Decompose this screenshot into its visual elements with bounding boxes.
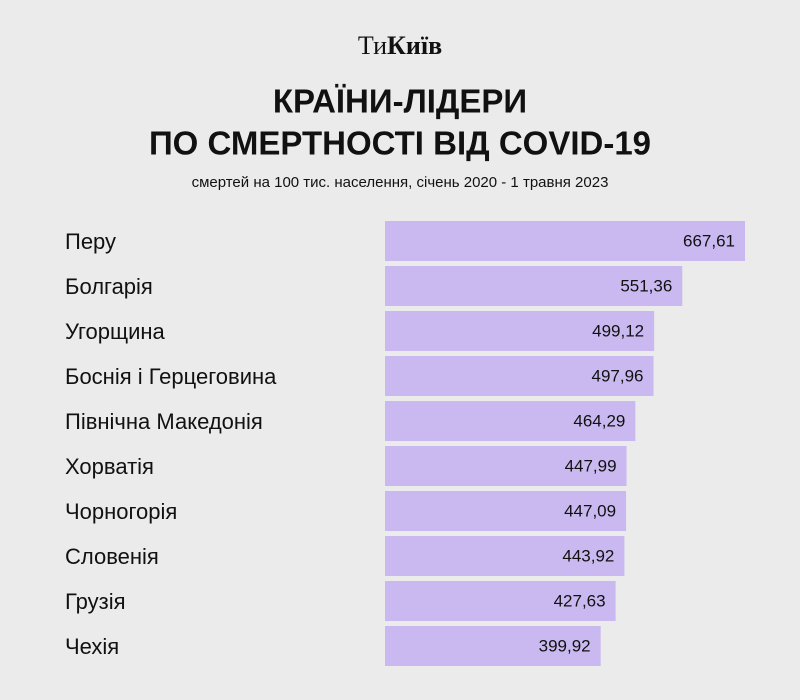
bar bbox=[385, 446, 627, 486]
category-label: Чехія bbox=[65, 634, 119, 659]
value-label: 551,36 bbox=[620, 276, 672, 295]
brand-bold: Київ bbox=[387, 31, 442, 60]
brand-logo: ТиКиїв bbox=[358, 31, 442, 60]
value-label: 464,29 bbox=[573, 411, 625, 430]
bar bbox=[385, 536, 625, 576]
category-label: Північна Македонія bbox=[65, 409, 263, 434]
category-label: Перу bbox=[65, 229, 116, 254]
bar bbox=[385, 311, 655, 351]
category-label: Чорногорія bbox=[65, 499, 177, 524]
value-label: 497,96 bbox=[592, 366, 644, 385]
bar bbox=[385, 626, 601, 666]
value-label: 399,92 bbox=[539, 636, 591, 655]
category-label: Боснія і Герцеговина bbox=[65, 364, 277, 389]
bar bbox=[385, 491, 627, 531]
bar bbox=[385, 581, 616, 621]
brand-light: Ти bbox=[358, 31, 387, 60]
category-label: Болгарія bbox=[65, 274, 153, 299]
bar bbox=[385, 221, 745, 261]
category-label: Словенія bbox=[65, 544, 159, 569]
value-label: 447,09 bbox=[564, 501, 616, 520]
value-label: 427,63 bbox=[554, 591, 606, 610]
value-label: 447,99 bbox=[565, 456, 617, 475]
category-label: Грузія bbox=[65, 589, 126, 614]
value-label: 667,61 bbox=[683, 231, 735, 250]
bar bbox=[385, 266, 683, 306]
bar bbox=[385, 401, 636, 441]
chart-title: КРАЇНИ-ЛІДЕРИ bbox=[273, 83, 527, 120]
category-label: Хорватія bbox=[65, 454, 154, 479]
chart-title: ПО СМЕРТНОСТІ ВІД COVID-19 bbox=[149, 125, 651, 162]
chart-subtitle: смертей на 100 тис. населення, січень 20… bbox=[192, 174, 609, 191]
value-label: 499,12 bbox=[592, 321, 644, 340]
category-label: Угорщина bbox=[65, 319, 166, 344]
bar bbox=[385, 356, 654, 396]
value-label: 443,92 bbox=[562, 546, 614, 565]
